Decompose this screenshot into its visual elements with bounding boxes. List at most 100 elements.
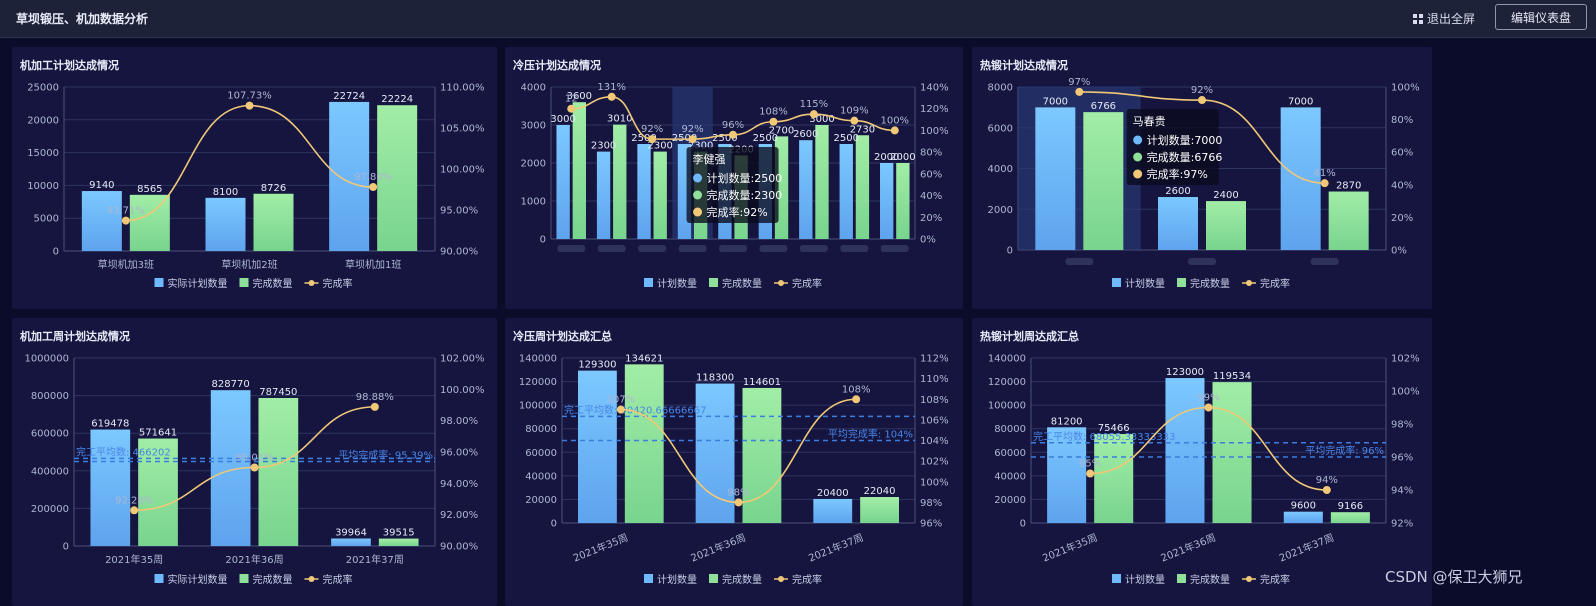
y2-tick-label: 60% (920, 169, 942, 180)
bar-done (572, 102, 586, 239)
bar-done (896, 163, 910, 239)
rate-value-label: 96% (722, 120, 744, 131)
done-value-label: 22224 (381, 94, 413, 105)
tooltip-swatch (693, 207, 703, 217)
rate-value-label: 94% (1316, 475, 1338, 486)
legend-label: 完成数量 (1190, 573, 1230, 586)
legend-label: 完成数量 (1190, 277, 1230, 290)
rate-point (688, 135, 697, 144)
y-tick-label: 5000 (34, 214, 59, 225)
done-value-label: 39515 (383, 528, 415, 539)
plan-value-label: 8100 (213, 187, 238, 198)
top-bar: 草坝锻压、机加数据分析 退出全屏 编辑仪表盘 (0, 0, 1596, 38)
done-value-label: 3010 (607, 114, 632, 125)
legend-rate-dot (778, 280, 784, 286)
tooltip-row: 完成数量:2300 (707, 188, 783, 202)
y-tick-label: 100000 (519, 401, 557, 412)
bar-plan (205, 197, 246, 251)
y2-tick-label: 90.00% (440, 247, 478, 258)
tooltip-box (686, 147, 779, 223)
y2-tick-label: 98% (920, 498, 942, 509)
legend-label: 计划数量 (657, 277, 697, 290)
bar-plan (695, 383, 735, 523)
x-tick-label: 草坝机加1班 (345, 258, 401, 271)
y2-tick-label: 80% (1391, 115, 1413, 126)
plan-value-label: 22724 (333, 91, 365, 102)
rate-value-label: 98% (727, 487, 749, 498)
y2-tick-label: 96% (1391, 453, 1413, 464)
edit-dashboard-button[interactable]: 编辑仪表盘 (1495, 4, 1587, 30)
y-tick-label: 40000 (994, 471, 1026, 482)
rate-value-label: 92.28% (115, 495, 153, 506)
legend-label: 完成数量 (722, 277, 762, 290)
panel-title: 机加工周计划达成情况 (20, 330, 130, 343)
rate-value-label: 99% (1197, 393, 1219, 404)
y-tick-label: 140000 (988, 354, 1026, 365)
y2-tick-label: 100% (1391, 387, 1420, 398)
y-tick-label: 40000 (525, 471, 557, 482)
plan-value-label: 9140 (89, 180, 114, 191)
y-tick-label: 80000 (525, 424, 557, 435)
y-tick-label: 800000 (31, 391, 69, 402)
legend-label: 计划数量 (1125, 277, 1165, 290)
done-value-label: 75466 (1098, 423, 1130, 434)
page-title: 草坝锻压、机加数据分析 (16, 12, 149, 26)
rate-point (1086, 469, 1095, 478)
plan-value-label: 2600 (793, 129, 818, 140)
plan-value-label: 39964 (335, 527, 367, 538)
y2-tick-label: 98.00% (440, 416, 478, 427)
bar-done (653, 151, 667, 239)
rate-point (729, 130, 737, 139)
rate-point (121, 216, 130, 225)
y-tick-label: 60000 (994, 448, 1026, 459)
done-value-label: 6766 (1091, 101, 1116, 112)
done-value-label: 2300 (647, 141, 672, 152)
rate-point (1320, 179, 1329, 188)
bar-done (624, 364, 664, 523)
plan-value-label: 2600 (1165, 186, 1190, 197)
rate-value-label: 107.73% (227, 91, 272, 102)
y-tick-label: 400000 (31, 466, 69, 477)
bar-plan (637, 144, 651, 239)
legend-swatch (644, 278, 653, 287)
plan-value-label: 20400 (817, 488, 849, 499)
rate-point (852, 395, 861, 404)
y2-tick-label: 108% (920, 395, 949, 406)
legend-swatch (644, 574, 653, 583)
done-value-label: 114601 (743, 377, 781, 388)
legend-label: 完成率 (323, 573, 353, 586)
bar-done (742, 387, 782, 523)
bar-plan (578, 370, 617, 523)
bar-done (138, 438, 178, 546)
bar-done (860, 497, 899, 523)
y-tick-label: 3000 (521, 121, 546, 132)
chart-c5: 0 20000 40000 60000 80000 100000 120000 140000 9… (519, 353, 949, 586)
panel-c4: 机加工周计划达成情况 0 200000 400000 600000 800000 1000… (12, 318, 497, 606)
chart-c1: 0 5000 10000 15000 20000 25000 90.00% 95.00% 100… (27, 83, 484, 291)
rate-point (369, 183, 378, 192)
exit-fullscreen-button[interactable]: 退出全屏 (1413, 10, 1475, 27)
y-tick-label: 0 (53, 247, 59, 258)
done-value-label: 571641 (139, 428, 177, 439)
bar-plan (596, 151, 611, 239)
rate-point (567, 104, 576, 113)
y2-tick-label: 40% (920, 191, 942, 202)
rate-value-label: 107% (607, 395, 636, 406)
plan-value-label: 2500 (631, 133, 656, 144)
plan-value-label: 118300 (696, 373, 734, 384)
y-tick-label: 4000 (521, 83, 546, 94)
y2-tick-label: 95.00% (440, 206, 478, 217)
y-tick-label: 15000 (27, 148, 59, 159)
bar-done (258, 397, 299, 546)
done-value-label: 8726 (261, 183, 286, 194)
rate-value-label: 92% (641, 124, 663, 135)
chart-c3: 0 2000 4000 6000 8000 0% 20% 40% 60% 80% 100% 7000 6… (988, 77, 1420, 290)
legend-swatch (709, 278, 718, 287)
y2-tick-label: 92.00% (440, 510, 478, 521)
bar-plan (1035, 107, 1076, 250)
panel-title: 机加工计划达成情况 (20, 59, 119, 72)
x-tick-placeholder (638, 245, 667, 252)
y2-tick-label: 92% (1391, 519, 1413, 530)
y2-tick-label: 102.00% (440, 354, 485, 365)
exit-fullscreen-label: 退出全屏 (1427, 12, 1476, 26)
